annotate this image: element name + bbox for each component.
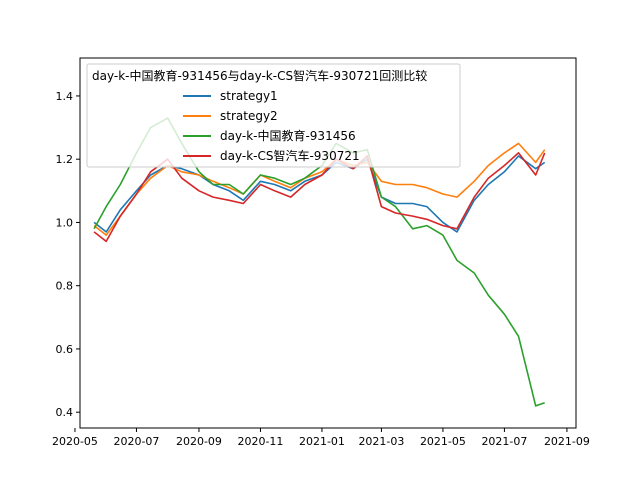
legend-label-3: day-k-中国教育-931456 [220,128,356,143]
legend-label-4: day-k-CS智汽车-930721 [220,148,360,163]
legend: day-k-中国教育-931456与day-k-CS智汽车-930721回测比较… [86,63,461,168]
legend-title: day-k-中国教育-931456与day-k-CS智汽车-930721回测比较 [92,68,427,83]
y-tick-label: 0.8 [56,280,74,293]
legend-entries: strategy1 strategy2 day-k-中国教育-931456 day-k… [183,89,360,163]
x-tick-label: 2020-11 [237,435,283,448]
x-axis: 2020-05 2020-07 2020-09 2020-11 2021-01 2021-… [52,428,590,448]
legend-label-1: strategy1 [220,89,278,103]
x-tick-label: 2021-09 [544,435,590,448]
x-tick-label: 2021-05 [420,435,466,448]
legend-box [86,63,461,168]
legend-label-2: strategy2 [220,109,278,123]
y-axis: 0.4 0.6 0.8 1.0 1.2 1.4 [56,90,80,419]
y-tick-label: 1.2 [56,153,74,166]
plot-frame [79,57,577,429]
y-tick-label: 1.4 [56,90,74,103]
x-tick-label: 2020-07 [113,435,159,448]
x-tick-label: 2020-09 [176,435,222,448]
x-tick-label: 2021-03 [358,435,404,448]
y-tick-label: 0.6 [56,343,74,356]
x-tick-label: 2020-05 [52,435,98,448]
y-tick-label: 1.0 [56,216,74,229]
y-tick-label: 0.4 [56,406,74,419]
x-tick-label: 2021-01 [299,435,345,448]
x-tick-label: 2021-07 [481,435,527,448]
